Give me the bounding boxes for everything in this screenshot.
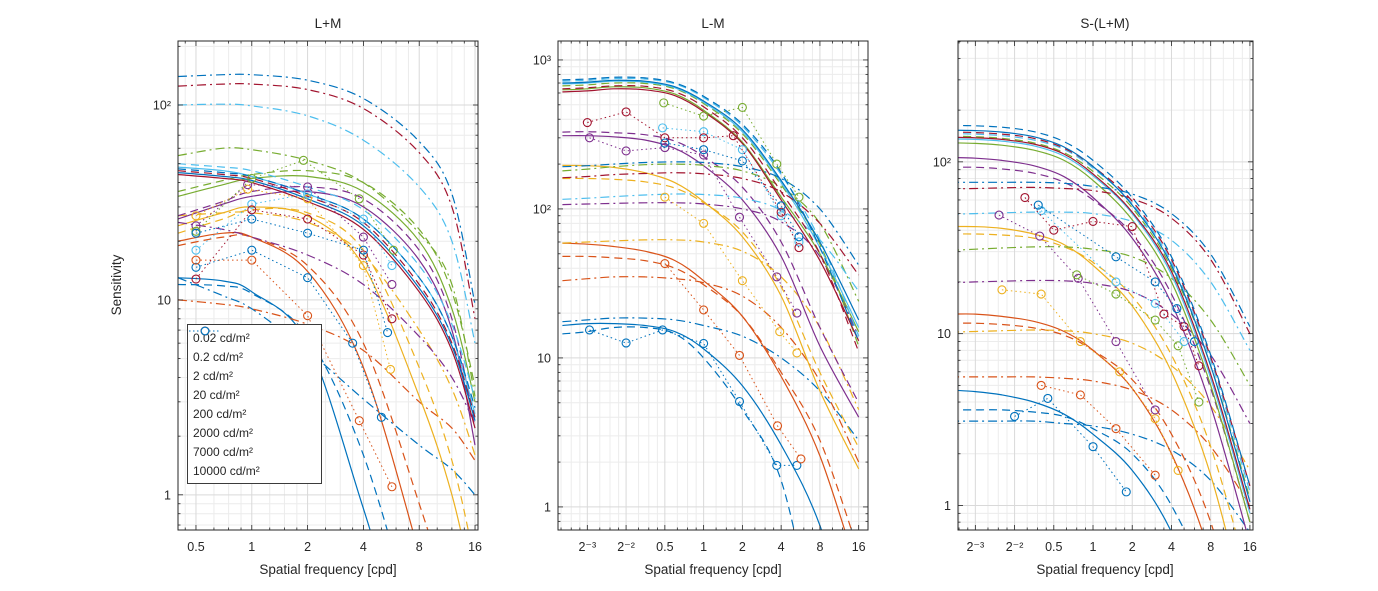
svg-text:2⁻²: 2⁻² [617, 540, 635, 554]
legend-item: 10000 cd/m² [189, 326, 321, 479]
panel-title-s-minus-lm: S-(L+M) [1080, 16, 1130, 31]
svg-text:10²: 10² [533, 202, 551, 216]
svg-text:4: 4 [1168, 540, 1175, 554]
svg-text:8: 8 [416, 540, 423, 554]
legend-label: 10000 cd/m² [193, 463, 260, 478]
svg-text:1: 1 [1090, 540, 1097, 554]
svg-text:10²: 10² [153, 99, 171, 113]
x-axis-label-2: Spatial frequency [cpd] [644, 562, 782, 577]
svg-text:10³: 10³ [533, 53, 551, 67]
legend-label: 7000 cd/m² [193, 444, 254, 459]
svg-text:0.5: 0.5 [656, 540, 673, 554]
svg-text:10: 10 [937, 327, 951, 341]
legend-item: 2000 cd/m² [189, 326, 321, 441]
svg-text:8: 8 [816, 540, 823, 554]
legend-marker-icon [189, 326, 221, 336]
svg-text:16: 16 [852, 540, 866, 554]
panel-title-l-minus-m: L-M [701, 16, 725, 31]
svg-text:10²: 10² [933, 155, 951, 169]
panel-title-l-plus-m: L+M [314, 16, 342, 31]
x-axis-label-1: Spatial frequency [cpd] [259, 562, 397, 577]
svg-text:0.5: 0.5 [1045, 540, 1062, 554]
legend-label: 20 cd/m² [193, 387, 240, 402]
legend-item: 0.2 cd/m² [189, 326, 321, 365]
svg-text:1: 1 [544, 500, 551, 514]
svg-text:8: 8 [1207, 540, 1214, 554]
svg-text:1: 1 [248, 540, 255, 554]
legend-label: 200 cd/m² [193, 406, 247, 421]
x-axis-label-3: Spatial frequency [cpd] [1036, 562, 1174, 577]
svg-text:4: 4 [360, 540, 367, 554]
legend-item: 7000 cd/m² [189, 326, 321, 460]
legend-label: 0.2 cd/m² [193, 349, 244, 364]
legend-label: 2 cd/m² [193, 368, 234, 383]
legend-item: 2 cd/m² [189, 326, 321, 384]
svg-text:4: 4 [778, 540, 785, 554]
svg-text:0.5: 0.5 [187, 540, 204, 554]
svg-text:16: 16 [468, 540, 482, 554]
svg-text:2⁻³: 2⁻³ [966, 540, 984, 554]
svg-text:1: 1 [944, 499, 951, 513]
svg-text:2: 2 [304, 540, 311, 554]
svg-text:10: 10 [157, 293, 171, 307]
svg-text:1: 1 [164, 488, 171, 502]
svg-text:16: 16 [1243, 540, 1257, 554]
svg-text:2: 2 [739, 540, 746, 554]
legend-label: 2000 cd/m² [193, 425, 254, 440]
svg-text:1: 1 [700, 540, 707, 554]
legend-item: 200 cd/m² [189, 326, 321, 422]
legend: 0.02 cd/m² 0.2 cd/m² 2 cd/m² 20 cd/m² 20… [187, 324, 322, 484]
svg-text:2⁻²: 2⁻² [1006, 540, 1024, 554]
svg-text:10: 10 [537, 351, 551, 365]
y-axis-label: Sensitivity [109, 254, 124, 316]
svg-text:2⁻³: 2⁻³ [578, 540, 596, 554]
svg-text:2: 2 [1129, 540, 1136, 554]
legend-item: 20 cd/m² [189, 326, 321, 403]
